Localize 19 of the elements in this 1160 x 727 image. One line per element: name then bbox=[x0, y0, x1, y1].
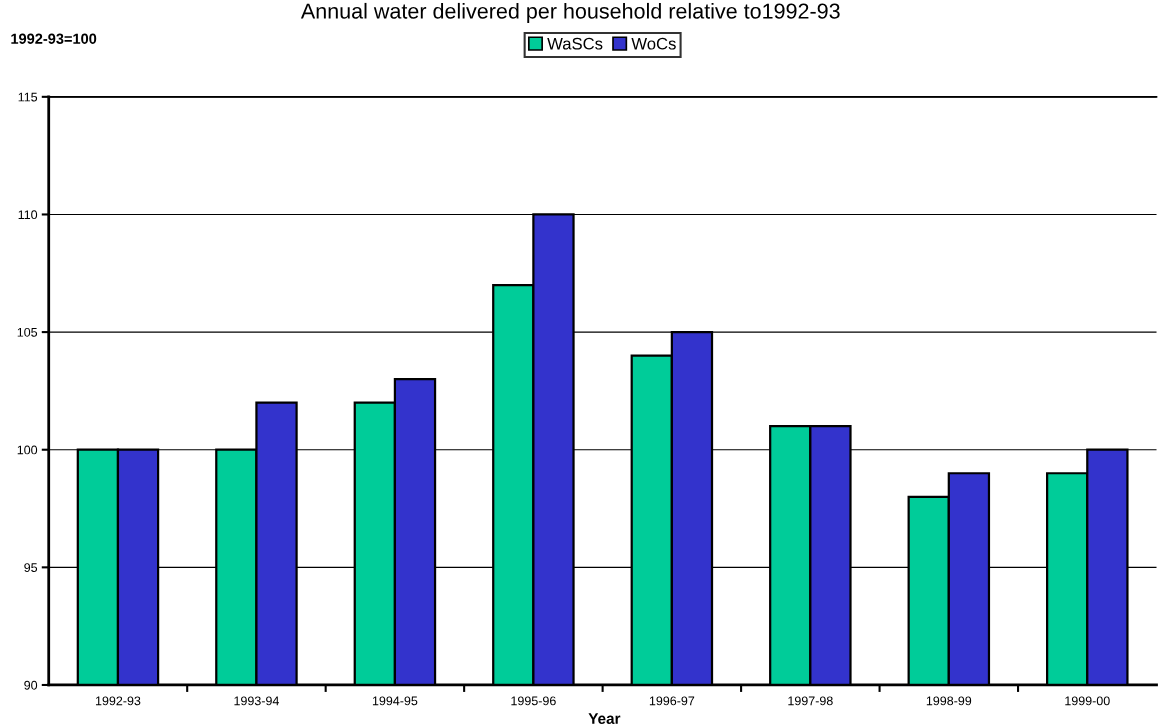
y-tick-label: 110 bbox=[18, 210, 38, 220]
chart-title: Annual water delivered per household relative to1992-93 bbox=[300, 2, 840, 23]
x-tick-label: 1994-95 bbox=[372, 696, 418, 706]
y-axis-title: 1992-93=100 bbox=[11, 33, 97, 44]
legend-label: WaSCs bbox=[547, 37, 603, 50]
x-tick-label: 1999-00 bbox=[1065, 696, 1110, 706]
legend-label: WoCs bbox=[631, 37, 676, 50]
x-axis-title: Year bbox=[588, 713, 621, 724]
x-tick-label: 1993-94 bbox=[234, 696, 280, 706]
y-tick-label: 95 bbox=[24, 563, 38, 572]
y-tick-label: 115 bbox=[18, 92, 38, 102]
y-tick-label: 90 bbox=[24, 680, 38, 690]
x-tick-label: 1992-93 bbox=[95, 696, 141, 706]
y-tick-label: 105 bbox=[17, 327, 38, 337]
x-tick-label: 1995-96 bbox=[511, 696, 556, 706]
x-tick-label: 1997-98 bbox=[788, 696, 833, 706]
x-tick-label: 1998-99 bbox=[926, 696, 972, 706]
y-tick-label: 100 bbox=[17, 445, 38, 455]
x-tick-label: 1996-97 bbox=[649, 696, 695, 706]
